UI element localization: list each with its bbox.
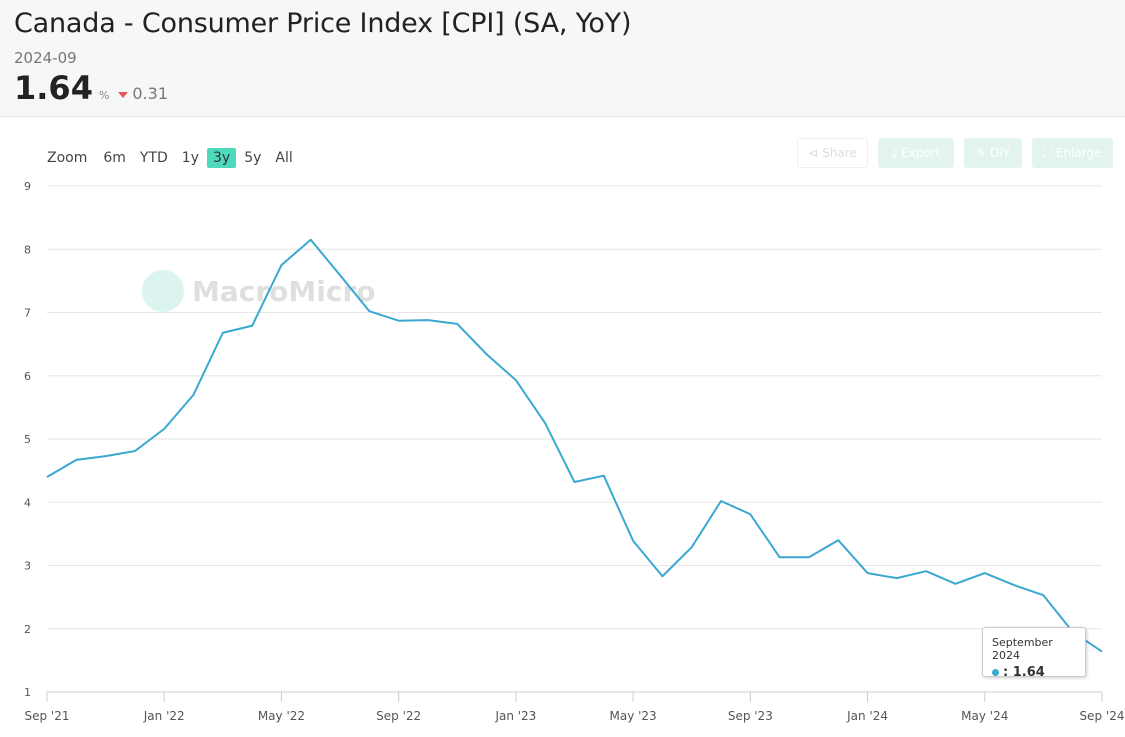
y-tick-label: 6 <box>24 370 31 383</box>
share-label: Share <box>822 146 857 160</box>
x-tick-label: Jan '22 <box>143 709 185 723</box>
y-tick-label: 3 <box>24 560 31 573</box>
x-tick-label: Sep '22 <box>376 709 421 723</box>
y-tick-label: 5 <box>24 433 31 446</box>
x-tick-label: Sep '24 <box>1080 709 1125 723</box>
enlarge-button[interactable]: ⛶ Enlarge <box>1032 138 1113 168</box>
header: Canada - Consumer Price Index [CPI] (SA,… <box>0 0 1125 117</box>
series-dot-icon <box>992 669 999 676</box>
x-tick-label: Sep '23 <box>728 709 773 723</box>
export-button[interactable]: ⤓ Export <box>878 138 954 168</box>
y-tick-label: 2 <box>24 623 31 636</box>
x-tick-label: May '24 <box>961 709 1008 723</box>
x-tick-label: May '22 <box>258 709 305 723</box>
share-button[interactable]: ⊲ Share <box>797 138 868 168</box>
latest-value: 1.64 <box>14 69 93 107</box>
y-tick-label: 4 <box>24 496 31 509</box>
change-indicator: 0.31 <box>118 84 168 103</box>
zoom-label: Zoom <box>47 150 88 166</box>
y-tick-label: 9 <box>24 180 31 193</box>
latest-date: 2024-09 <box>14 49 77 67</box>
value-unit: % <box>98 89 110 102</box>
enlarge-label: Enlarge <box>1055 146 1102 160</box>
export-label: Export <box>901 146 941 160</box>
zoom-5y[interactable]: 5y <box>244 150 262 166</box>
y-tick-label: 8 <box>24 243 31 256</box>
x-tick-label: Jan '24 <box>846 709 888 723</box>
cpi-series-line <box>46 238 1103 653</box>
y-tick-label: 1 <box>24 686 31 699</box>
zoom-6m[interactable]: 6m <box>103 150 126 166</box>
tooltip-value: : 1.64 <box>1003 665 1045 680</box>
zoom-ytd[interactable]: YTD <box>139 150 168 166</box>
x-tick-label: Jan '23 <box>494 709 536 723</box>
y-tick-label: 7 <box>24 307 31 320</box>
diy-label: DIY <box>989 146 1011 160</box>
zoom-selector: Zoom 6m YTD 1y 3y 5y All <box>47 148 301 168</box>
pencil-icon: ✎ <box>975 146 986 160</box>
watermark: MacroMicro <box>142 270 376 312</box>
zoom-3y[interactable]: 3y <box>207 148 237 168</box>
tooltip-title: September 2024 <box>992 636 1053 662</box>
change-value: 0.31 <box>132 84 169 103</box>
page-title: Canada - Consumer Price Index [CPI] (SA,… <box>14 8 632 39</box>
zoom-1y[interactable]: 1y <box>181 150 199 166</box>
x-tick-label: Sep '21 <box>25 709 70 723</box>
expand-icon: ⛶ <box>1043 145 1052 160</box>
diy-button[interactable]: ✎ DIY <box>964 138 1022 168</box>
latest-value-row: 1.64 % 0.31 <box>14 70 168 107</box>
x-tick-label: May '23 <box>610 709 657 723</box>
share-icon: ⊲ <box>808 146 819 160</box>
download-icon: ⤓ <box>891 145 898 160</box>
down-triangle-icon <box>118 91 129 98</box>
macromicro-logo-icon <box>142 270 184 312</box>
tooltip: September 2024 : 1.64 <box>982 627 1086 680</box>
zoom-all[interactable]: All <box>275 150 293 166</box>
